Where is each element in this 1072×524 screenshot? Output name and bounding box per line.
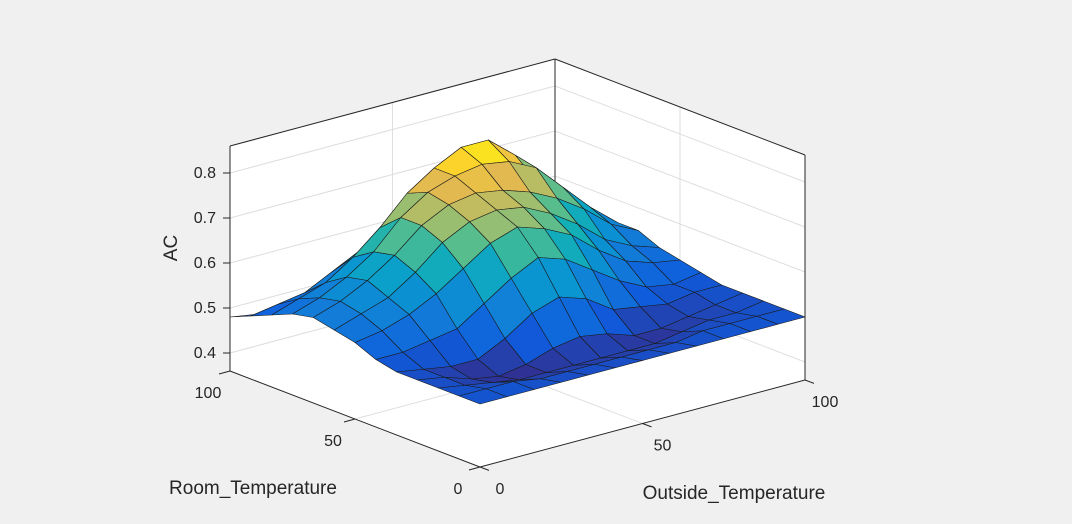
x-tick-mark <box>642 423 652 428</box>
z-tick-label: 0.7 <box>194 210 216 227</box>
y-axis-title: Room_Temperature <box>169 478 337 499</box>
surface-mesh <box>229 139 806 405</box>
y-tick-label: 50 <box>324 433 342 450</box>
z-tick-label: 0.5 <box>194 300 216 317</box>
z-tick-label: 0.6 <box>194 255 216 272</box>
x-tick-mark <box>479 466 490 471</box>
x-tick-label: 0 <box>496 481 505 498</box>
x-tick-label: 100 <box>812 394 839 411</box>
z-axis-title: AC <box>161 235 182 261</box>
x-axis-title: Outside_Temperature <box>643 483 826 504</box>
box-edge-top-back <box>229 58 556 147</box>
box-edge-top-right <box>554 58 806 156</box>
surface-face <box>756 308 806 325</box>
x-tick-mark <box>804 379 815 384</box>
y-tick-label: 0 <box>454 481 463 498</box>
y-tick-mark <box>468 466 481 471</box>
y-tick-mark <box>343 418 356 423</box>
z-tick-label: 0.4 <box>194 345 216 362</box>
x-tick-label: 50 <box>654 438 672 455</box>
y-tick-label: 100 <box>195 385 222 402</box>
z-tick-label: 0.8 <box>194 165 216 182</box>
tick-labels: 0 50 100 0 50 100 0.4 0.5 0.6 0.7 0.8 <box>194 165 839 498</box>
y-tick-mark <box>218 370 231 375</box>
